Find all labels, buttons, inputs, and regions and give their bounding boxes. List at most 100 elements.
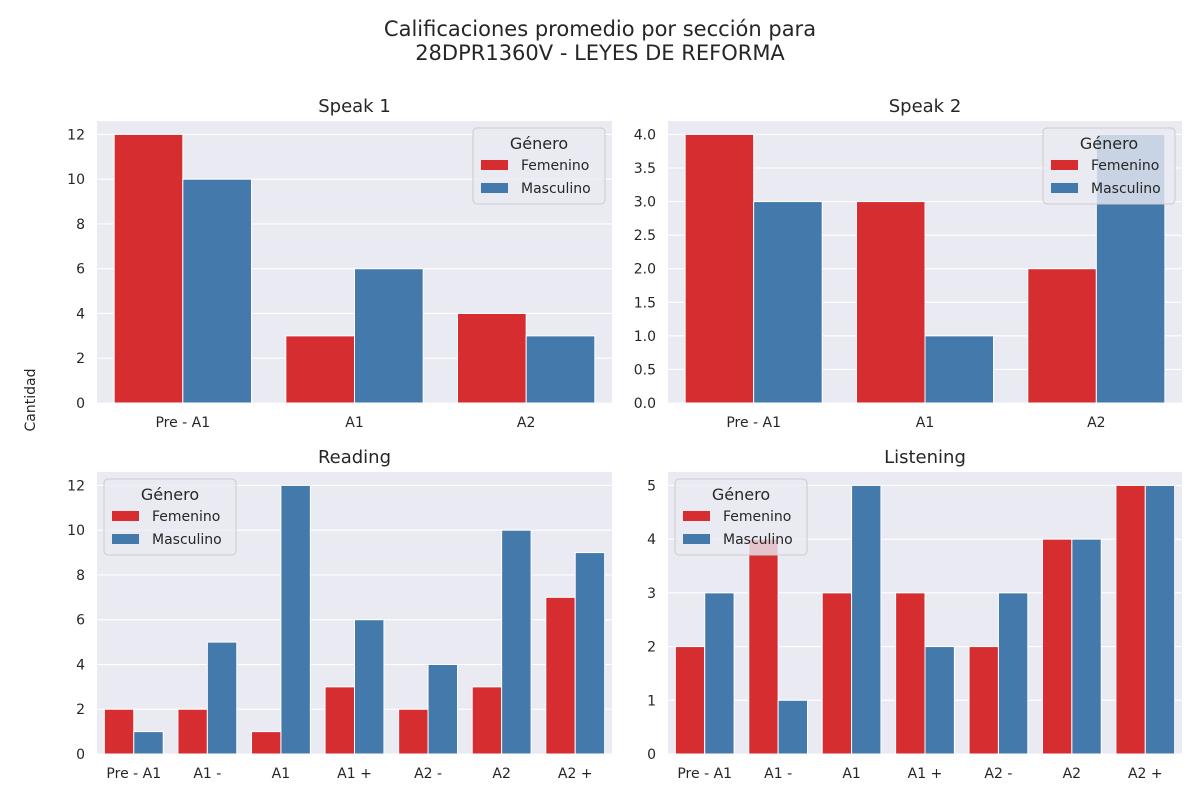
reading-y-tick-label: 0	[76, 747, 85, 763]
listening-y-tick-label: 3	[647, 586, 656, 602]
reading-bar-femenino	[398, 708, 429, 755]
speak-2-bar-masculino	[753, 201, 823, 404]
listening-bar-masculino	[851, 484, 882, 755]
speak-1-title: Speak 1	[318, 96, 391, 117]
speak-2-bar-femenino	[684, 133, 755, 404]
speak-2-y-tick-label: 1.5	[634, 295, 656, 311]
listening-x-tick-label: A1 +	[908, 766, 943, 782]
listening-bar-masculino	[997, 592, 1029, 755]
listening-y-tick-label: 5	[647, 478, 656, 494]
speak-2-legend-label-femenino: Femenino	[1091, 158, 1159, 174]
reading-x-tick-label: Pre - A1	[106, 766, 161, 782]
listening-bar-femenino	[968, 646, 999, 755]
reading-legend-swatch-masculino	[112, 534, 139, 544]
reading-legend-title: Género	[141, 485, 199, 504]
listening-bar-femenino	[1041, 538, 1073, 755]
reading-x-tick-label: A1 -	[193, 766, 221, 782]
reading-legend-label-femenino: Femenino	[152, 509, 220, 525]
speak-2-x-tick-label: A2	[1087, 415, 1105, 431]
speak-1-y-tick-label: 10	[67, 172, 85, 188]
speak-1-bar-masculino	[525, 335, 596, 404]
listening-legend-title: Género	[712, 485, 770, 504]
speak-1-bar-masculino	[354, 268, 424, 404]
reading-bar-masculino	[501, 529, 532, 755]
reading-bar-masculino	[354, 619, 385, 755]
listening-y-tick-label: 4	[647, 532, 656, 548]
reading-x-tick-label: A2	[492, 766, 510, 782]
speak-1-legend-swatch-femenino	[481, 160, 508, 170]
reading-legend-label-masculino: Masculino	[152, 532, 222, 548]
speak-1-bar-femenino	[285, 335, 356, 404]
speak-1-x-tick-label: A1	[345, 415, 363, 431]
reading-bar-masculino	[427, 663, 459, 755]
reading-y-tick-label: 4	[76, 657, 85, 673]
speak-1-legend-label-masculino: Masculino	[521, 181, 591, 197]
speak-2-y-tick-label: 3.0	[634, 195, 656, 211]
listening-bar-femenino	[674, 646, 706, 755]
speak-1-bar-femenino	[457, 312, 527, 404]
listening-bar-femenino	[1115, 484, 1146, 755]
figure-title-line-2: 28DPR1360V - LEYES DE REFORMA	[415, 41, 785, 65]
listening-y-tick-label: 0	[647, 747, 656, 763]
speak-1-legend-label-femenino: Femenino	[521, 158, 589, 174]
reading-y-tick-label: 10	[67, 523, 85, 539]
reading-x-tick-label: A2 -	[414, 766, 442, 782]
speak-2-x-tick-label: A1	[916, 415, 934, 431]
listening-bar-masculino	[924, 646, 955, 755]
reading-x-tick-label: A1 +	[337, 766, 372, 782]
listening-bar-femenino	[821, 592, 853, 755]
reading-bar-femenino	[177, 708, 208, 755]
listening-bar-masculino	[1144, 484, 1176, 755]
reading-y-tick-label: 6	[76, 613, 85, 629]
speak-1-x-tick-label: A2	[517, 415, 535, 431]
listening-x-tick-label: Pre - A1	[677, 766, 732, 782]
listening-y-tick-label: 2	[647, 640, 656, 656]
reading-x-tick-label: A1	[272, 766, 290, 782]
speak-1-bar-masculino	[182, 178, 252, 404]
listening-legend-swatch-masculino	[683, 534, 710, 544]
reading-bar-femenino	[545, 596, 576, 755]
speak-2-legend-swatch-masculino	[1051, 183, 1078, 193]
figure-title-line-1: Calificaciones promedio por sección para	[383, 17, 817, 41]
speak-2-title: Speak 2	[889, 96, 962, 117]
listening-bar-masculino	[777, 699, 809, 755]
speak-2-y-tick-label: 3.5	[634, 161, 656, 177]
listening-bar-masculino	[1071, 538, 1102, 755]
reading-y-tick-label: 8	[76, 568, 85, 584]
speak-1-y-tick-label: 12	[67, 127, 85, 143]
speak-2-y-tick-label: 4.0	[634, 127, 656, 143]
listening-bar-femenino	[895, 592, 926, 755]
reading-bar-masculino	[280, 484, 311, 755]
listening-legend-swatch-femenino	[683, 511, 710, 521]
reading-y-tick-label: 2	[76, 702, 85, 718]
reading-bar-femenino	[251, 731, 282, 755]
speak-2-bar-femenino	[1027, 268, 1097, 404]
speak-2-y-tick-label: 1.0	[634, 329, 656, 345]
speak-1-x-tick-label: Pre - A1	[155, 415, 210, 431]
speak-1-y-tick-label: 6	[76, 262, 85, 278]
listening-x-tick-label: A1	[842, 766, 860, 782]
reading-bar-femenino	[324, 686, 356, 755]
listening-x-tick-label: A2 -	[984, 766, 1012, 782]
speak-2-y-tick-label: 0.5	[634, 362, 656, 378]
listening-title: Listening	[884, 447, 966, 468]
listening-legend-label-femenino: Femenino	[723, 509, 791, 525]
speak-2-legend-swatch-femenino	[1051, 160, 1078, 170]
listening-x-tick-label: A1 -	[764, 766, 792, 782]
listening-bar-femenino	[748, 538, 779, 755]
speak-1-y-tick-label: 2	[76, 351, 85, 367]
reading-bar-masculino	[206, 641, 238, 755]
speak-1-legend-title: Género	[510, 134, 568, 153]
reading-legend-swatch-femenino	[112, 511, 139, 521]
speak-2-legend-title: Género	[1080, 134, 1138, 153]
speak-2-bar-femenino	[855, 201, 926, 404]
speak-2-x-tick-label: Pre - A1	[726, 415, 781, 431]
speak-2-legend-label-masculino: Masculino	[1091, 181, 1161, 197]
listening-legend-label-masculino: Masculino	[723, 532, 793, 548]
speak-2-y-tick-label: 2.0	[634, 262, 656, 278]
speak-2-y-tick-label: 0.0	[634, 396, 656, 412]
reading-bar-femenino	[471, 686, 503, 755]
reading-x-tick-label: A2 +	[558, 766, 593, 782]
listening-y-tick-label: 1	[647, 693, 656, 709]
